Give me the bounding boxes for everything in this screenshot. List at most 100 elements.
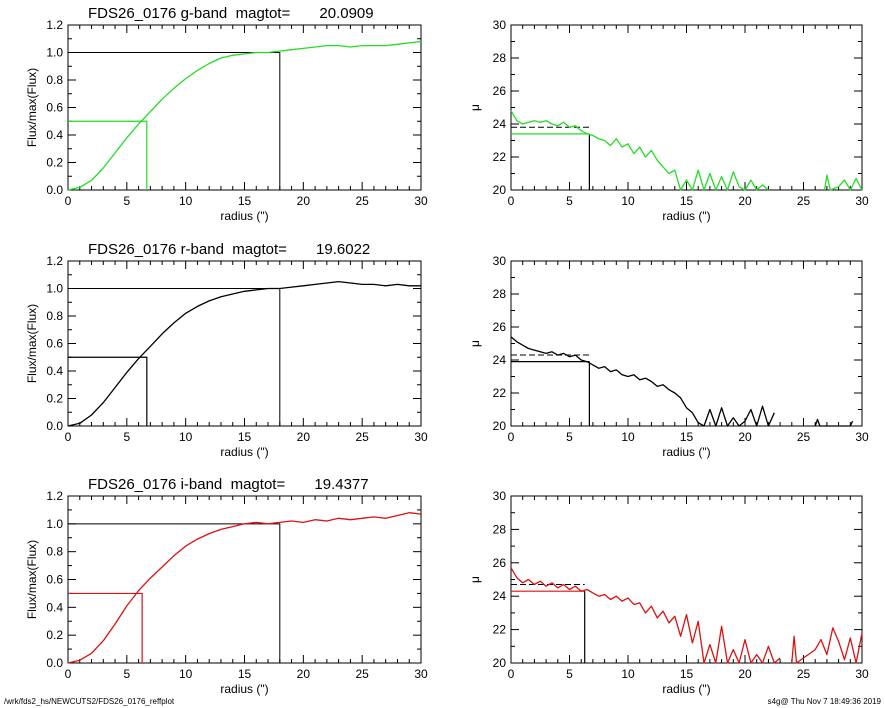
- y-tick-label: 0.8: [46, 545, 63, 559]
- y-tick-label: 0.8: [46, 73, 63, 87]
- y-axis-label: Flux/max(Flux): [25, 304, 39, 383]
- y-tick-label: 0.0: [46, 656, 63, 670]
- x-tick-label: 25: [797, 430, 811, 444]
- y-tick-label: 26: [493, 320, 507, 334]
- x-tick-label: 10: [621, 430, 635, 444]
- panel-2: 0 5 10 15 20 25 30 0.0 0.2 0.4 0.6 0.8 1.0 1.2 radius …: [25, 241, 428, 459]
- x-tick-label: 15: [680, 194, 694, 208]
- total-radius-line: [68, 523, 281, 663]
- panel-1: 0 5 10 15 20 25 30 20 22 24 26 28 30 radius (") μ: [468, 18, 869, 223]
- x-tick-label: 30: [414, 194, 428, 208]
- y-tick-label: 24: [493, 353, 507, 367]
- y-tick-label: 28: [493, 522, 507, 536]
- y-tick-label: 0.6: [46, 573, 63, 587]
- x-tick-label: 5: [123, 667, 130, 681]
- x-tick-label: 15: [238, 194, 252, 208]
- total-radius-line: [68, 52, 281, 190]
- x-tick-label: 10: [179, 194, 193, 208]
- x-axis-label: radius ("): [220, 209, 268, 223]
- half-light-line: [68, 592, 143, 663]
- y-tick-label: 1.0: [46, 282, 63, 296]
- panel-3: 0 5 10 15 20 25 30 20 22 24 26 28 30 radius (") μ: [468, 254, 869, 459]
- y-tick-label: 1.0: [46, 517, 63, 531]
- y-tick-label: 1.2: [46, 18, 63, 32]
- x-tick-label: 0: [65, 430, 72, 444]
- half-light-line: [68, 356, 148, 426]
- x-tick-label: 30: [414, 430, 428, 444]
- y-tick-label: 0.2: [46, 628, 63, 642]
- series-line-0: [510, 567, 781, 664]
- y-tick-label: 20: [493, 419, 507, 433]
- plot-frame: [67, 24, 422, 191]
- x-tick-label: 25: [797, 667, 811, 681]
- chart-title: FDS26_0176 i-band magtot= 19.4377: [88, 476, 369, 493]
- x-tick-label: 20: [297, 430, 311, 444]
- x-tick-label: 5: [123, 194, 130, 208]
- x-tick-label: 20: [297, 667, 311, 681]
- series-line-0: [67, 40, 422, 191]
- y-tick-label: 20: [493, 183, 507, 197]
- y-tick-label: 30: [493, 18, 507, 32]
- y-tick-label: 22: [493, 623, 507, 637]
- x-tick-label: 0: [65, 667, 72, 681]
- plot-frame: [67, 495, 422, 664]
- x-tick-label: 30: [855, 667, 869, 681]
- y-tick-label: 1.2: [46, 254, 63, 268]
- x-tick-label: 0: [508, 194, 515, 208]
- half-light-line: [68, 120, 148, 190]
- x-axis-label: radius ("): [220, 445, 268, 459]
- x-tick-label: 30: [855, 430, 869, 444]
- series-line-0: [510, 110, 769, 191]
- y-tick-label: 0.6: [46, 337, 63, 351]
- y-tick-label: 0.0: [46, 419, 63, 433]
- y-tick-label: 22: [493, 150, 507, 164]
- x-tick-label: 10: [179, 430, 193, 444]
- plot-frame: [510, 495, 863, 664]
- plot-frame: [67, 260, 422, 427]
- x-tick-label: 30: [855, 194, 869, 208]
- series-line-0: [67, 512, 422, 664]
- y-tick-label: 0.6: [46, 101, 63, 115]
- y-axis-label: Flux/max(Flux): [25, 68, 39, 147]
- series-line-0: [67, 280, 421, 427]
- x-tick-label: 0: [65, 194, 72, 208]
- x-tick-label: 15: [238, 667, 252, 681]
- series-line-1: [791, 627, 863, 664]
- y-tick-label: 0.2: [46, 156, 63, 170]
- y-axis-label: Flux/max(Flux): [25, 540, 39, 619]
- y-tick-label: 0.4: [46, 600, 63, 614]
- x-axis-label: radius ("): [662, 682, 710, 696]
- series-line-1: [814, 418, 854, 427]
- y-axis-label: μ: [468, 340, 482, 347]
- x-tick-label: 5: [566, 667, 573, 681]
- y-tick-label: 28: [493, 51, 507, 65]
- x-tick-label: 25: [797, 194, 811, 208]
- x-tick-label: 5: [566, 194, 573, 208]
- y-tick-label: 1.0: [46, 46, 63, 60]
- x-tick-label: 25: [355, 667, 369, 681]
- y-tick-label: 30: [493, 489, 507, 503]
- x-tick-label: 20: [297, 194, 311, 208]
- y-tick-label: 0.4: [46, 128, 63, 142]
- x-tick-label: 5: [123, 430, 130, 444]
- x-axis-label: radius ("): [662, 209, 710, 223]
- y-tick-label: 28: [493, 287, 507, 301]
- x-tick-label: 15: [680, 667, 694, 681]
- plot-frame: [510, 260, 863, 427]
- y-tick-label: 0.8: [46, 309, 63, 323]
- x-tick-label: 30: [414, 667, 428, 681]
- y-tick-label: 20: [493, 656, 507, 670]
- x-tick-label: 0: [508, 667, 515, 681]
- x-tick-label: 15: [680, 430, 694, 444]
- y-tick-label: 0.4: [46, 364, 63, 378]
- y-tick-label: 30: [493, 254, 507, 268]
- x-tick-label: 10: [621, 194, 635, 208]
- y-tick-label: 26: [493, 556, 507, 570]
- x-tick-label: 25: [355, 194, 369, 208]
- series-line-1: [823, 174, 863, 191]
- x-axis-label: radius ("): [220, 682, 268, 696]
- x-tick-label: 20: [738, 430, 752, 444]
- y-tick-label: 22: [493, 386, 507, 400]
- panel-0: 0 5 10 15 20 25 30 0.0 0.2 0.4 0.6 0.8 1.0 1.2 radius …: [25, 5, 428, 223]
- y-axis-label: μ: [468, 576, 482, 583]
